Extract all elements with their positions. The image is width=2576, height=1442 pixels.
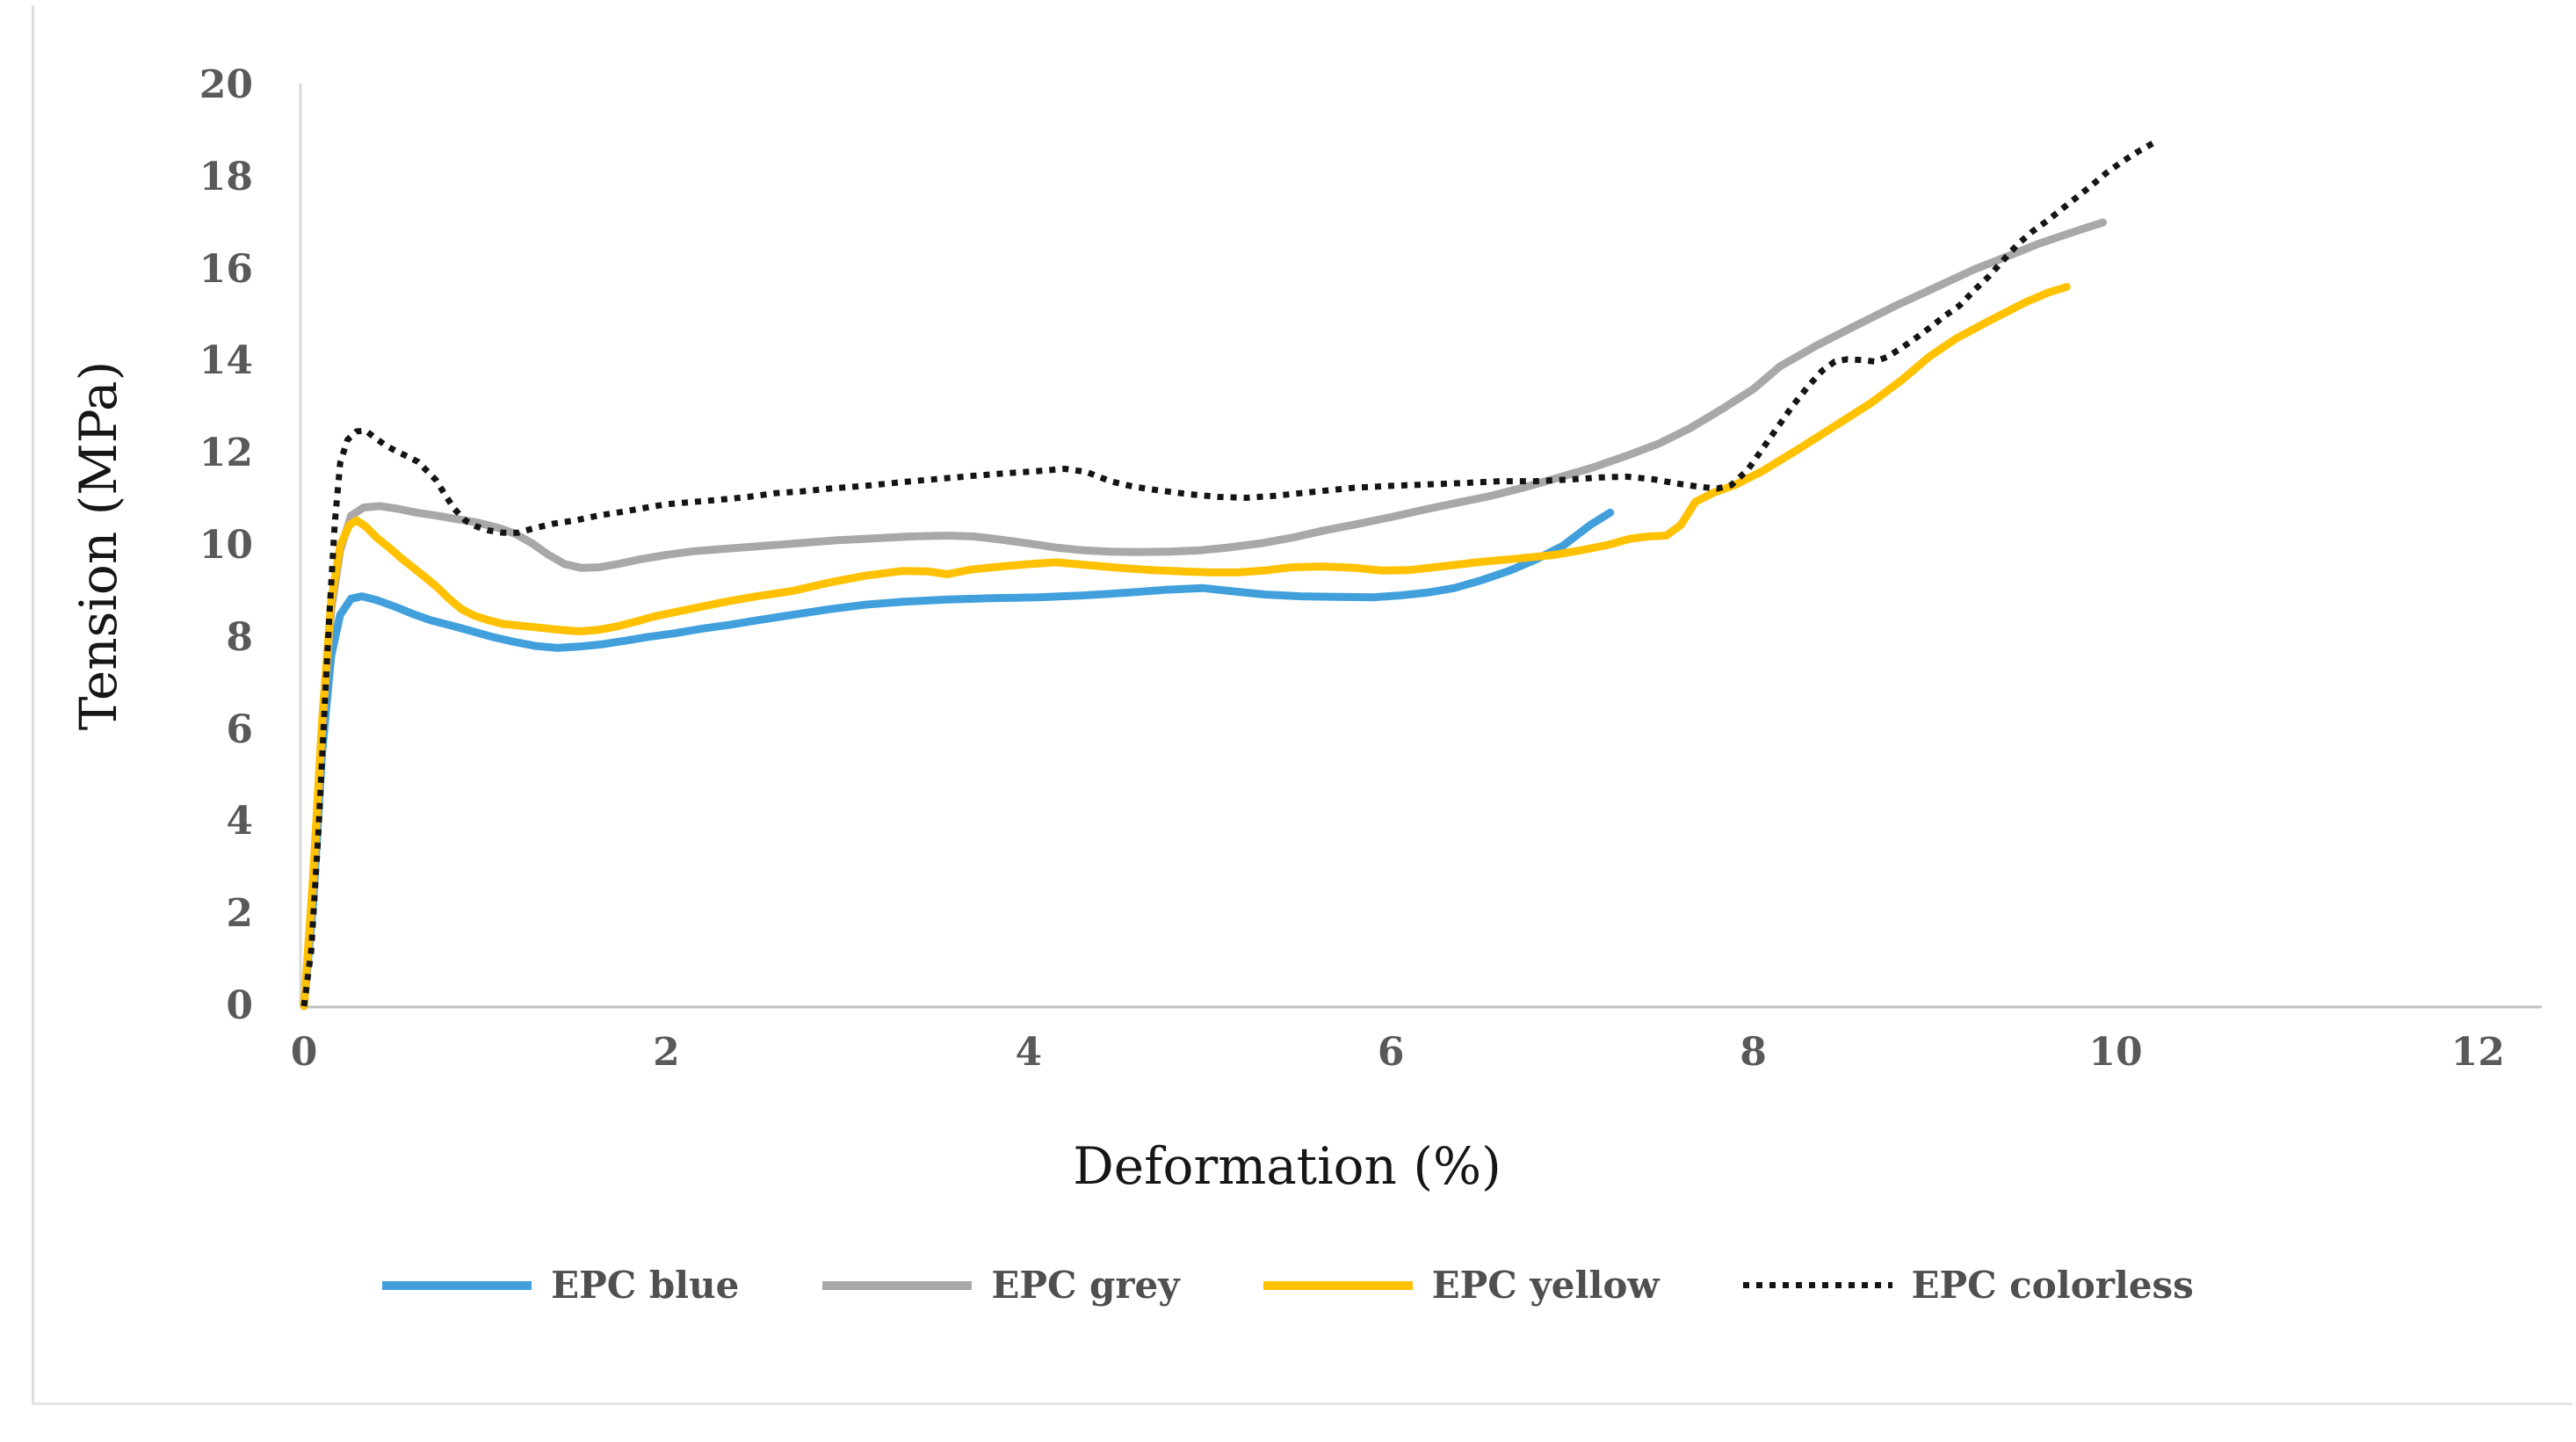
y-tick-label: 14	[199, 338, 253, 384]
x-tick-label: 10	[2088, 1030, 2143, 1075]
legend-swatch-epc-grey	[822, 1280, 973, 1290]
x-tick-label: 12	[2450, 1030, 2505, 1075]
y-tick-label: 2	[226, 891, 253, 937]
legend-label: EPC blue	[551, 1264, 740, 1307]
figure-bottom-border	[32, 1402, 2572, 1405]
series-line-epc-yellow	[300, 283, 2071, 1011]
series-line-epc-colorless	[300, 140, 2156, 1007]
legend-swatch-epc-yellow	[1263, 1280, 1413, 1290]
y-tick-label: 10	[199, 523, 253, 568]
legend-item-epc-blue: EPC blue	[382, 1264, 739, 1307]
x-tick-label: 8	[1740, 1030, 1767, 1075]
series-line-epc-blue	[300, 508, 1615, 1011]
legend-swatch-epc-blue	[382, 1280, 532, 1290]
legend-item-epc-yellow: EPC yellow	[1263, 1264, 1660, 1307]
x-tick-label: 6	[1377, 1030, 1405, 1075]
x-axis-title: Deformation (%)	[1073, 1136, 1501, 1196]
y-tick-label: 16	[199, 246, 253, 292]
legend-label: EPC grey	[991, 1264, 1180, 1307]
series-line-epc-grey	[300, 218, 2108, 1011]
legend-item-epc-grey: EPC grey	[822, 1264, 1180, 1307]
x-tick-label: 4	[1015, 1030, 1043, 1075]
legend-swatch-epc-colorless	[1742, 1282, 1892, 1288]
y-tick-label: 4	[226, 799, 253, 844]
y-tick-label: 6	[226, 707, 253, 752]
x-tick-label: 0	[290, 1030, 318, 1075]
y-tick-label: 18	[199, 154, 253, 199]
legend: EPC blue EPC grey EPC yellow EPC colorless	[0, 1264, 2576, 1307]
y-axis-title: Tension (MPa)	[69, 360, 128, 731]
legend-label: EPC colorless	[1911, 1264, 2194, 1307]
y-tick-label: 0	[226, 983, 253, 1028]
y-tick-label: 8	[226, 614, 253, 660]
legend-label: EPC yellow	[1431, 1264, 1660, 1307]
figure-left-border	[32, 5, 34, 1404]
legend-item-epc-colorless: EPC colorless	[1742, 1264, 2194, 1307]
y-tick-label: 12	[199, 431, 253, 476]
x-tick-label: 2	[653, 1030, 680, 1075]
y-tick-label: 20	[199, 62, 253, 107]
